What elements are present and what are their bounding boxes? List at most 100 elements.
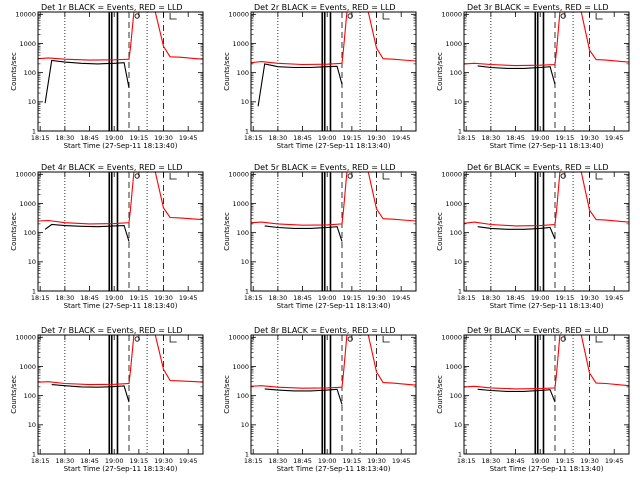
y-tick-label: 10: [241, 98, 249, 106]
chart-panel: Det 4r BLACK = Events, RED = LLD 1 10 100 10…: [10, 163, 204, 310]
y-axis-label: Counts/sec: [10, 52, 18, 91]
chart-title: Det 9r BLACK = Events, RED = LLD: [467, 326, 609, 335]
x-tick-label: 19:15: [555, 134, 574, 142]
x-tick-label: 18:45: [80, 457, 99, 465]
chart-title: Det 3r BLACK = Events, RED = LLD: [467, 3, 609, 12]
y-tick-label: 10000: [228, 171, 249, 179]
series-line-lld: [250, 334, 417, 389]
y-axis-label: Counts/sec: [223, 212, 231, 251]
x-tick-label: 18:45: [506, 134, 525, 142]
x-tick-label: 19:00: [105, 457, 124, 465]
y-axis-label: Counts/sec: [436, 52, 444, 91]
plot-frame: [37, 171, 204, 292]
x-axis-label: Start Time (27-Sep-11 18:13:40): [490, 465, 604, 473]
y-tick-label: 1: [458, 287, 462, 295]
series-line-events: [44, 223, 130, 242]
chart-title: Det 7r BLACK = Events, RED = LLD: [41, 326, 183, 335]
plot-frame: [37, 334, 204, 455]
flare-marker: [169, 336, 177, 343]
x-tick-label: 19:45: [179, 457, 198, 465]
flare-marker: [595, 336, 603, 343]
x-tick-label: 19:45: [605, 457, 624, 465]
series-line-lld: [463, 11, 630, 67]
x-tick-label: 18:30: [55, 457, 74, 465]
x-tick-label: 19:15: [555, 294, 574, 302]
x-tick-label: 19:15: [555, 457, 574, 465]
x-tick-label: 19:15: [129, 134, 148, 142]
x-tick-label: 18:15: [457, 457, 476, 465]
y-tick-label: 1000: [445, 200, 462, 208]
y-tick-label: 10: [28, 421, 36, 429]
flare-marker: [382, 173, 390, 180]
flare-marker: [560, 336, 566, 342]
x-tick-label: 19:15: [342, 294, 361, 302]
x-tick-label: 18:15: [31, 134, 50, 142]
x-tick-label: 18:15: [244, 294, 263, 302]
y-axis-label: Counts/sec: [223, 52, 231, 91]
x-tick-label: 19:00: [318, 134, 337, 142]
x-tick-label: 18:45: [506, 457, 525, 465]
y-tick-label: 100: [24, 69, 36, 77]
x-tick-label: 19:00: [531, 134, 550, 142]
series-line-events: [264, 388, 343, 405]
chart-panel: Det 2r BLACK = Events, RED = LLD 1 10 100 10…: [223, 3, 417, 150]
x-tick-label: 18:30: [481, 134, 500, 142]
x-tick-label: 18:15: [31, 294, 50, 302]
chart-title: Det 5r BLACK = Events, RED = LLD: [254, 163, 396, 172]
y-tick-label: 1000: [445, 363, 462, 371]
x-tick-label: 19:45: [179, 134, 198, 142]
y-tick-label: 10000: [441, 171, 462, 179]
x-tick-label: 18:45: [80, 134, 99, 142]
flare-marker: [595, 13, 603, 20]
flare-marker: [560, 13, 566, 19]
x-axis-label: Start Time (27-Sep-11 18:13:40): [64, 142, 178, 150]
y-tick-label: 1000: [19, 40, 36, 48]
flare-marker: [169, 13, 177, 20]
y-axis-label: Counts/sec: [436, 375, 444, 414]
y-tick-label: 10: [241, 421, 249, 429]
plot-frame: [463, 11, 630, 132]
series-line-lld: [463, 171, 630, 227]
series-line-events: [477, 65, 556, 85]
x-tick-label: 19:30: [154, 457, 173, 465]
plot-frame: [250, 11, 417, 132]
chart-panel: Det 7r BLACK = Events, RED = LLD 1 10 100 10…: [10, 326, 204, 473]
x-tick-label: 19:30: [154, 134, 173, 142]
x-axis-label: Start Time (27-Sep-11 18:13:40): [490, 142, 604, 150]
plot-frame: [37, 11, 204, 132]
x-axis-label: Start Time (27-Sep-11 18:13:40): [277, 465, 391, 473]
plot-frame: [463, 171, 630, 292]
y-tick-label: 1: [245, 450, 249, 458]
y-tick-label: 1000: [19, 363, 36, 371]
plot-frame: [463, 334, 630, 455]
x-tick-label: 18:30: [55, 294, 74, 302]
series-line-lld: [250, 171, 417, 226]
y-tick-label: 1: [32, 127, 36, 135]
y-tick-label: 1: [245, 127, 249, 135]
x-tick-label: 19:30: [367, 134, 386, 142]
y-tick-label: 10: [454, 421, 462, 429]
x-tick-label: 18:45: [506, 294, 525, 302]
x-tick-label: 18:15: [457, 294, 476, 302]
x-tick-label: 19:45: [392, 294, 411, 302]
flare-marker: [134, 336, 140, 342]
chart-title: Det 1r BLACK = Events, RED = LLD: [41, 3, 183, 12]
x-tick-label: 18:30: [481, 294, 500, 302]
x-tick-label: 19:45: [605, 294, 624, 302]
x-tick-label: 19:15: [342, 134, 361, 142]
y-axis-label: Counts/sec: [436, 212, 444, 251]
x-tick-label: 19:30: [367, 457, 386, 465]
x-tick-label: 18:15: [244, 134, 263, 142]
series-line-events: [51, 384, 130, 403]
flare-marker: [595, 173, 603, 180]
plot-frame: [250, 334, 417, 455]
flare-marker: [347, 336, 353, 342]
series-line-events: [477, 388, 556, 403]
chart-title: Det 4r BLACK = Events, RED = LLD: [41, 163, 183, 172]
chart-panel: Det 8r BLACK = Events, RED = LLD 1 10 100 10…: [223, 326, 417, 473]
x-tick-label: 19:30: [580, 457, 599, 465]
x-tick-label: 19:45: [179, 294, 198, 302]
x-tick-label: 19:15: [129, 457, 148, 465]
y-axis-label: Counts/sec: [10, 375, 18, 414]
